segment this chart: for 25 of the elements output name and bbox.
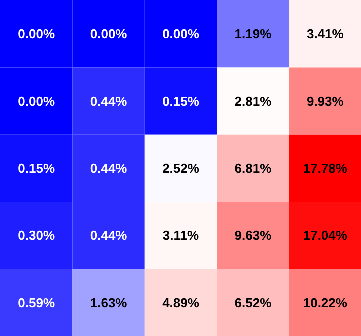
- data-label: 0.44%: [90, 161, 128, 176]
- data-label: 17.04%: [303, 228, 348, 244]
- data-label: 2.81%: [234, 94, 272, 109]
- data-label: 0.59%: [18, 295, 56, 310]
- data-label: 4.89%: [162, 295, 200, 310]
- data-label: 0.00%: [162, 26, 200, 42]
- data-label: 3.11%: [162, 228, 200, 244]
- data-label: 10.22%: [303, 295, 348, 310]
- data-label: 0.30%: [18, 228, 56, 244]
- data-label: 0.15%: [162, 94, 200, 109]
- data-label: 0.44%: [90, 94, 128, 109]
- data-label: 17.78%: [303, 161, 348, 176]
- data-label: 6.81%: [234, 161, 272, 176]
- data-label: 0.15%: [18, 161, 56, 176]
- data-label: 1.19%: [234, 26, 272, 42]
- data-label: 9.63%: [234, 228, 272, 244]
- data-label: 2.52%: [162, 161, 200, 176]
- data-label: 1.63%: [90, 295, 128, 310]
- data-label: 0.00%: [18, 26, 56, 42]
- data-label: 0.44%: [90, 228, 128, 244]
- data-label: 0.00%: [18, 94, 56, 109]
- data-label: 6.52%: [234, 295, 272, 310]
- data-label: 9.93%: [306, 94, 344, 109]
- data-label: 3.41%: [306, 26, 344, 42]
- data-label: 0.00%: [90, 26, 128, 42]
